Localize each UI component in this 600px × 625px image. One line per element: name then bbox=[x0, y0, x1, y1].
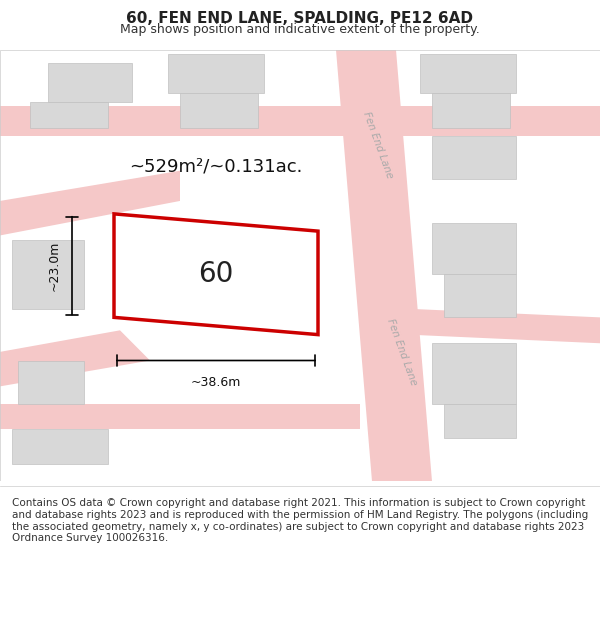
Text: Contains OS data © Crown copyright and database right 2021. This information is : Contains OS data © Crown copyright and d… bbox=[12, 499, 588, 543]
Polygon shape bbox=[444, 274, 516, 318]
Polygon shape bbox=[18, 361, 84, 404]
Polygon shape bbox=[420, 54, 516, 93]
Text: ~38.6m: ~38.6m bbox=[191, 376, 241, 389]
Text: 60: 60 bbox=[199, 260, 233, 288]
Text: ~529m²/~0.131ac.: ~529m²/~0.131ac. bbox=[130, 158, 302, 176]
Text: ~23.0m: ~23.0m bbox=[47, 241, 61, 291]
Polygon shape bbox=[432, 343, 516, 404]
Polygon shape bbox=[12, 429, 108, 464]
Polygon shape bbox=[432, 93, 510, 128]
Polygon shape bbox=[0, 404, 360, 429]
Text: Fen End Lane: Fen End Lane bbox=[385, 317, 419, 387]
Polygon shape bbox=[168, 54, 264, 93]
Polygon shape bbox=[0, 171, 180, 236]
Polygon shape bbox=[114, 214, 318, 334]
Text: Map shows position and indicative extent of the property.: Map shows position and indicative extent… bbox=[120, 23, 480, 36]
Polygon shape bbox=[180, 93, 258, 128]
Polygon shape bbox=[12, 240, 84, 309]
Polygon shape bbox=[30, 102, 108, 127]
Text: Fen End Lane: Fen End Lane bbox=[361, 110, 395, 179]
Polygon shape bbox=[336, 50, 432, 481]
Polygon shape bbox=[408, 309, 600, 343]
Polygon shape bbox=[432, 136, 516, 179]
Text: 60, FEN END LANE, SPALDING, PE12 6AD: 60, FEN END LANE, SPALDING, PE12 6AD bbox=[127, 11, 473, 26]
Polygon shape bbox=[0, 106, 600, 136]
Polygon shape bbox=[444, 404, 516, 438]
Polygon shape bbox=[0, 330, 150, 386]
Polygon shape bbox=[432, 222, 516, 274]
Polygon shape bbox=[48, 63, 132, 102]
